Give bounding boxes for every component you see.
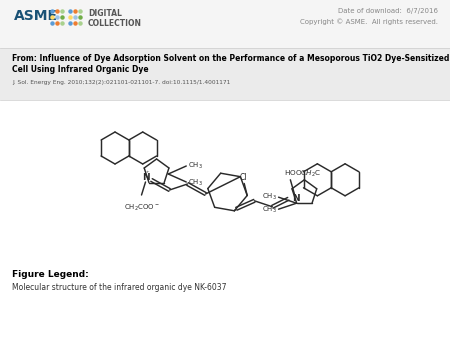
Text: COLLECTION: COLLECTION — [88, 19, 142, 28]
Text: Date of download:  6/7/2016: Date of download: 6/7/2016 — [338, 8, 438, 14]
Text: N: N — [142, 173, 149, 183]
Text: CH$_3$: CH$_3$ — [188, 178, 203, 188]
Text: From: Influence of Dye Adsorption Solvent on the Performance of a Mesoporous TiO: From: Influence of Dye Adsorption Solven… — [12, 54, 450, 63]
Text: N: N — [292, 194, 300, 203]
Text: CH$_3$: CH$_3$ — [261, 205, 277, 215]
Text: $\mathregular{CH_2COO^-}$: $\mathregular{CH_2COO^-}$ — [123, 203, 160, 213]
Text: Cl: Cl — [239, 173, 247, 183]
Text: Molecular structure of the infrared organic dye NK-6037: Molecular structure of the infrared orga… — [12, 283, 226, 292]
Text: $^+$: $^+$ — [145, 170, 152, 175]
Text: DIGITAL: DIGITAL — [88, 9, 122, 18]
Text: CH$_3$: CH$_3$ — [261, 192, 277, 202]
FancyBboxPatch shape — [0, 0, 450, 48]
Text: ASME: ASME — [14, 9, 58, 23]
Text: J. Sol. Energy Eng. 2010;132(2):021101-021101-7. doi:10.1115/1.4001171: J. Sol. Energy Eng. 2010;132(2):021101-0… — [12, 80, 230, 85]
Text: Cell Using Infrared Organic Dye: Cell Using Infrared Organic Dye — [12, 65, 148, 74]
Text: Copyright © ASME.  All rights reserved.: Copyright © ASME. All rights reserved. — [300, 18, 438, 25]
Text: Figure Legend:: Figure Legend: — [12, 270, 89, 279]
Text: HOOC$H_2$C: HOOC$H_2$C — [284, 169, 322, 179]
Text: CH$_3$: CH$_3$ — [188, 161, 203, 171]
FancyBboxPatch shape — [0, 48, 450, 100]
